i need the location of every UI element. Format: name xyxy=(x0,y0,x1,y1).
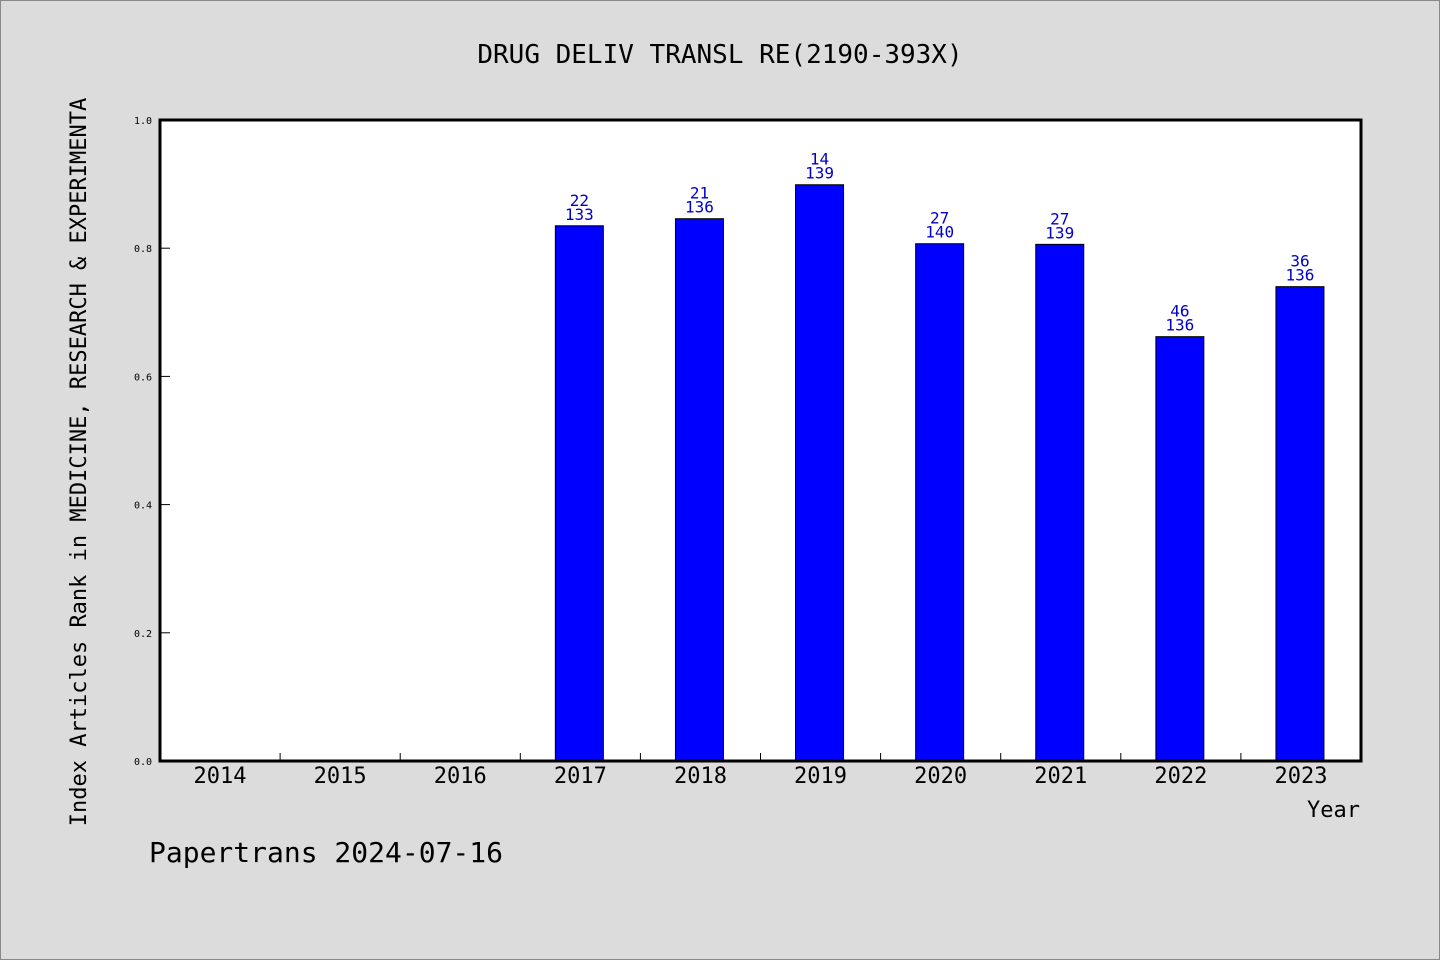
bar-2021 xyxy=(1035,243,1085,762)
bar-label-bottom: 136 xyxy=(1165,316,1194,335)
x-tick-label: 2015 xyxy=(314,764,367,789)
y-tick-label: 0.6 xyxy=(134,372,152,383)
bar-label-top: 21 xyxy=(690,184,709,203)
x-ticks-group: 2014 2015 2016 2017 2018 2019 2020 2021 2022 2023 xyxy=(194,753,1327,789)
x-tick-label: 2020 xyxy=(914,764,967,789)
bar-label-bottom: 136 xyxy=(1285,266,1314,285)
y-tick-label: 0.4 xyxy=(134,501,152,512)
bar-label-top: 46 xyxy=(1170,302,1189,321)
x-tick-label: 2022 xyxy=(1154,764,1207,789)
footer-text: Papertrans 2024-07-16 xyxy=(149,836,503,869)
y-axis-label: Index Articles Rank in MEDICINE, RESEARC… xyxy=(67,98,92,826)
x-tick-label: 2014 xyxy=(194,764,247,789)
x-tick-label: 2023 xyxy=(1274,764,1327,789)
plot-border xyxy=(158,118,1363,763)
bar-label-bottom: 136 xyxy=(685,198,714,217)
bar-label-top: 36 xyxy=(1290,252,1309,271)
bar-2020 xyxy=(915,243,965,762)
x-tick-label: 2019 xyxy=(794,764,847,789)
bar-label-top: 22 xyxy=(570,191,589,210)
x-tick-label: 2018 xyxy=(674,764,727,789)
bar-label-bottom: 139 xyxy=(1045,223,1074,242)
x-tick-label: 2016 xyxy=(434,764,487,789)
bar-2019 xyxy=(795,184,845,762)
y-tick-label: 0.2 xyxy=(134,629,152,640)
x-tick-label: 2021 xyxy=(1034,764,1087,789)
x-axis-label: Year xyxy=(1307,798,1360,823)
bar-2017 xyxy=(554,225,604,762)
bar-label-top: 27 xyxy=(1050,209,1069,228)
y-ticks-group: 0.0 0.2 0.4 0.6 0.8 1.0 xyxy=(134,116,170,768)
bar-label-bottom: 133 xyxy=(565,205,594,224)
bar-2018 xyxy=(674,218,724,762)
bar-label-bottom: 140 xyxy=(925,223,954,242)
bar-label-top: 27 xyxy=(930,209,949,228)
bar-2022 xyxy=(1155,336,1205,762)
bar-2023 xyxy=(1275,286,1325,762)
y-tick-label: 0.8 xyxy=(134,244,152,255)
bar-label-top: 14 xyxy=(810,150,829,169)
y-tick-label: 0.0 xyxy=(134,757,152,768)
bar-label-bottom: 139 xyxy=(805,164,834,183)
chart-title: DRUG DELIV TRANSL RE(2190-393X) xyxy=(477,40,962,70)
x-tick-label: 2017 xyxy=(554,764,607,789)
y-tick-label: 1.0 xyxy=(134,116,152,127)
bars-group xyxy=(554,184,1325,762)
